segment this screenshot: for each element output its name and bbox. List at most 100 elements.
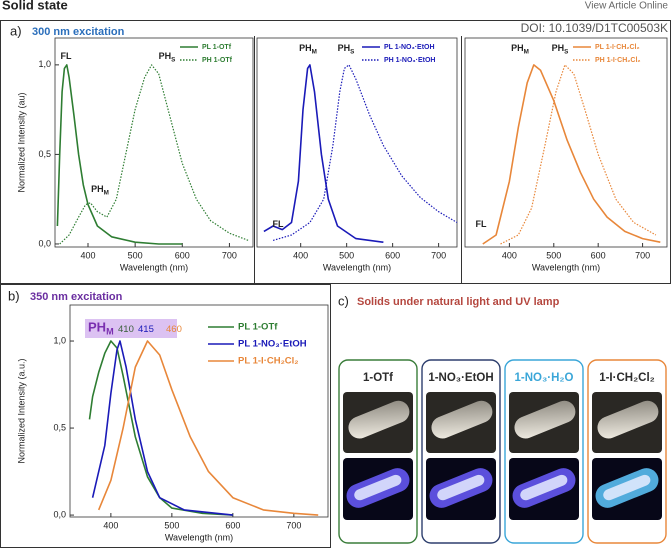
spectrum-line: [482, 64, 661, 245]
x-tick-label: 600: [225, 520, 240, 530]
annotation-text: PH: [159, 51, 172, 61]
sample-label: 1-NO₃·EtOH: [428, 372, 493, 384]
y-tick-label: 1,0: [53, 335, 66, 345]
peak-value: 460: [166, 324, 182, 335]
annotation-text: PH: [511, 43, 524, 53]
annotation: PHM: [299, 43, 317, 55]
annotation: PHS: [552, 43, 569, 55]
x-tick-label: 500: [339, 250, 354, 260]
annotation: FL: [476, 219, 487, 229]
panel-subtitle: 300 nm excitation: [32, 26, 125, 38]
doi: DOI: 10.1039/D1TC00503K: [521, 21, 668, 35]
panel-label: b): [8, 288, 20, 303]
x-tick-label: 400: [502, 250, 517, 260]
x-tick-label: 700: [286, 520, 301, 530]
annotation: FL: [273, 219, 284, 229]
annotation: FL: [61, 51, 72, 61]
annotation-subscript: S: [564, 48, 568, 55]
article-link[interactable]: View Article Online: [585, 1, 669, 12]
y-tick-label: 0,5: [53, 422, 66, 432]
plot-frame: [464, 37, 668, 248]
x-axis-label: Wavelength (nm): [323, 262, 391, 272]
annotation-subscript: S: [350, 48, 354, 55]
legend-label: PL 1-NO₃·EtOH: [384, 44, 435, 51]
plot-frame: [69, 304, 329, 518]
peak-value: 410: [118, 324, 134, 335]
x-tick-label: 700: [222, 250, 237, 260]
y-tick-label: 0,0: [38, 238, 51, 248]
annotation-text: PH: [91, 184, 104, 194]
tube: [514, 400, 576, 439]
annotation-text: PH: [552, 43, 565, 53]
plot-frame: [256, 37, 458, 248]
x-axis-label: Wavelength (nm): [120, 262, 188, 272]
legend-label: PH 1-NO₃·EtOH: [384, 57, 435, 64]
spectrum-line: [97, 340, 319, 516]
y-axis-label: Normalized Intensity (au): [16, 92, 26, 192]
legend-label: PL 1-OTf: [238, 322, 278, 333]
sample-label: 1-NO₃·H₂O: [515, 372, 574, 384]
annotation-text: FL: [61, 51, 72, 61]
x-tick-label: 700: [635, 250, 650, 260]
panel-subtitle: 350 nm excitation: [30, 291, 123, 303]
spectrum-line: [91, 340, 233, 516]
x-tick-label: 400: [103, 520, 118, 530]
x-tick-label: 500: [546, 250, 561, 260]
x-axis-label: Wavelength (nm): [532, 262, 600, 272]
annotation-text: FL: [476, 219, 487, 229]
legend-label: PH 1-I·CH₂Cl₂: [595, 57, 641, 64]
y-tick-label: 0,5: [38, 149, 51, 159]
x-tick-label: 400: [293, 250, 308, 260]
annotation: PHM: [88, 320, 114, 337]
spectrum-line: [56, 64, 183, 245]
annotation: PHM: [511, 43, 529, 55]
tube: [597, 400, 659, 439]
x-axis-label: Wavelength (nm): [165, 532, 233, 542]
x-tick-label: 400: [80, 250, 95, 260]
tube: [348, 400, 410, 439]
x-tick-label: 700: [431, 250, 446, 260]
tube-core: [437, 474, 485, 501]
annotation-subscript: M: [312, 48, 317, 55]
spectrum-line: [263, 64, 384, 243]
annotation-text: FL: [273, 219, 284, 229]
annotation-subscript: M: [104, 189, 109, 196]
y-axis-label: Normalized Intensity (a.u.): [16, 358, 26, 463]
panel-label: a): [10, 23, 22, 38]
tube: [431, 400, 493, 439]
x-tick-label: 600: [385, 250, 400, 260]
annotation-subscript: S: [171, 56, 175, 63]
peak-banner: [85, 319, 177, 338]
x-tick-label: 500: [164, 520, 179, 530]
panel-label: c): [338, 293, 349, 308]
y-tick-label: 0,0: [53, 509, 66, 519]
spectrum-line: [272, 64, 458, 241]
legend-label: PL 1-OTf: [202, 44, 232, 51]
annotation: PHM: [91, 184, 109, 196]
annotation-text: PH: [299, 43, 312, 53]
panel-title: Solids under natural light and UV lamp: [357, 296, 560, 308]
peak-value: 415: [138, 324, 154, 335]
legend-label: PL 1-I·CH₂Cl₂: [595, 44, 640, 51]
header-title: Solid state: [2, 0, 68, 12]
y-tick-label: 1,0: [38, 59, 51, 69]
annotation-subscript: M: [524, 48, 529, 55]
x-tick-label: 500: [128, 250, 143, 260]
annotation: PHS: [159, 51, 176, 63]
annotation: PHS: [338, 43, 355, 55]
panel-a-box: [0, 20, 671, 284]
sample-label: 1-OTf: [363, 372, 393, 384]
spectrum-line: [500, 64, 657, 245]
spectrum-line: [59, 64, 249, 245]
tube-core: [354, 474, 402, 501]
legend-label: PL 1-I·CH₂Cl₂: [238, 356, 299, 367]
annotation-text: PH: [338, 43, 351, 53]
tube-core: [520, 474, 568, 501]
legend-label: PL 1-NO₃·EtOH: [238, 339, 307, 350]
annotation-text: PH: [88, 320, 106, 335]
x-tick-label: 600: [175, 250, 190, 260]
legend-label: PH 1-OTf: [202, 57, 233, 64]
tube-core: [603, 474, 651, 501]
spectrum-line: [88, 340, 233, 516]
